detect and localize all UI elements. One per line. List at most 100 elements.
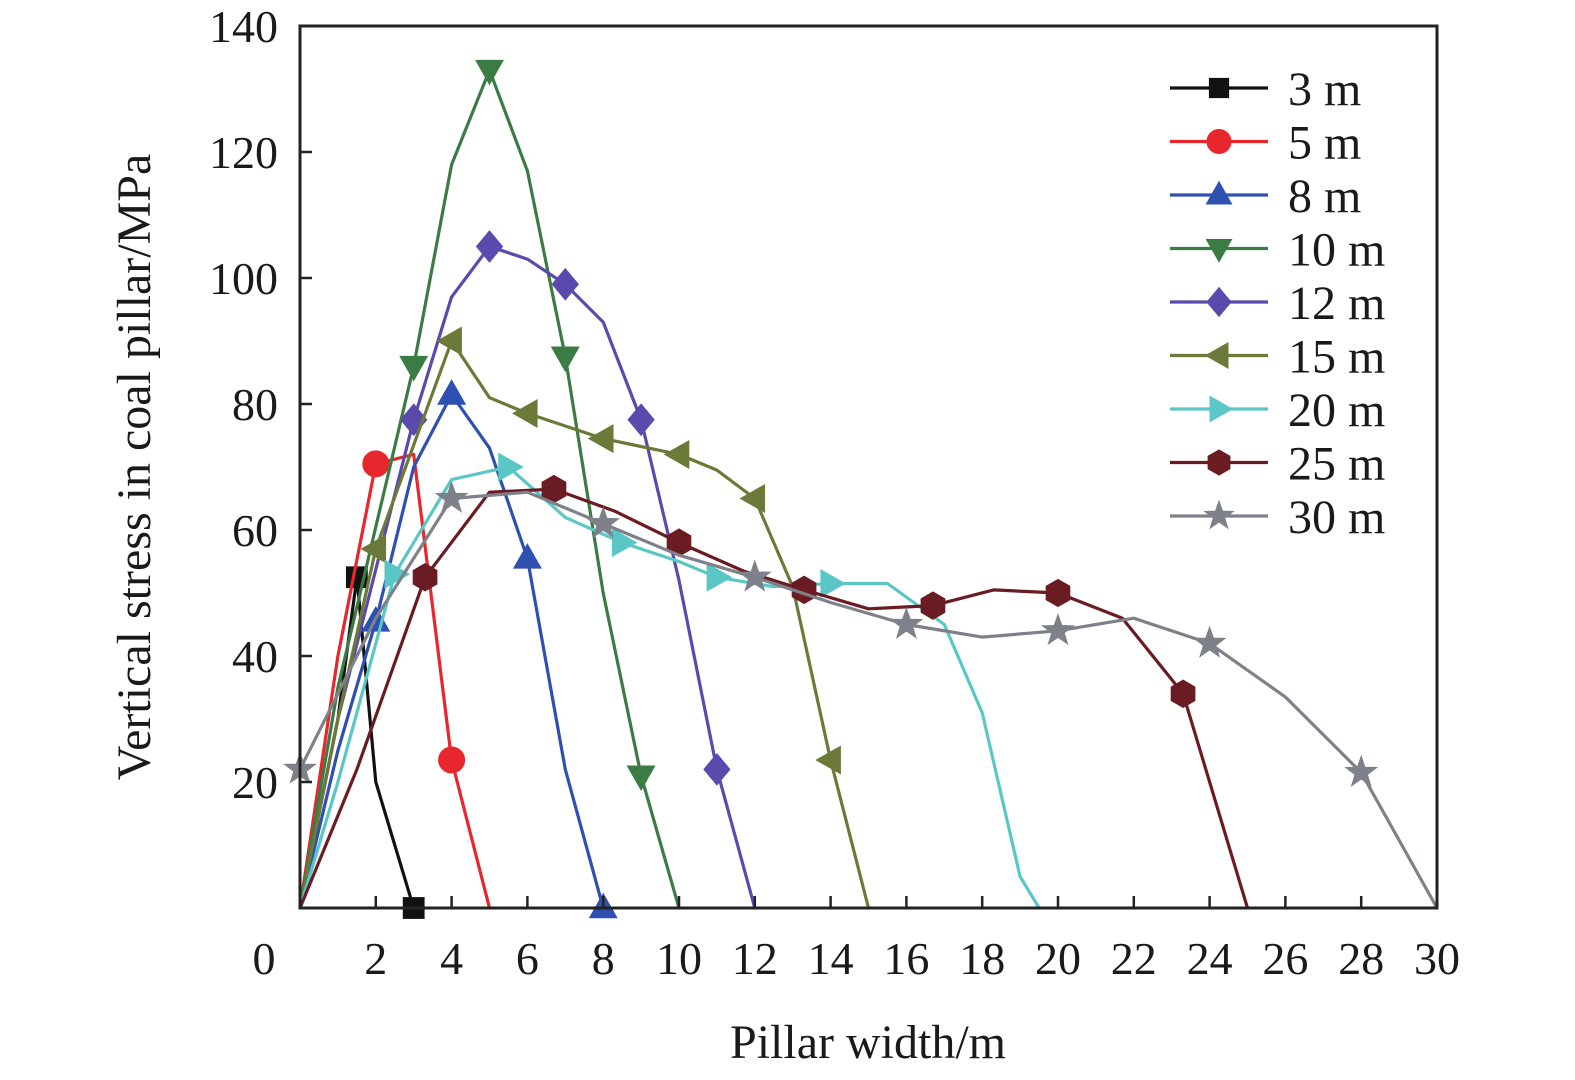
x-tick-label: 28 bbox=[1338, 933, 1384, 984]
data-point-marker bbox=[737, 559, 772, 592]
data-point-marker bbox=[815, 745, 841, 775]
series-line bbox=[298, 244, 757, 909]
x-tick-label: 22 bbox=[1111, 933, 1157, 984]
data-point-marker bbox=[412, 563, 438, 592]
legend-item: 5 m bbox=[1170, 117, 1361, 170]
legend-item: 30 m bbox=[1170, 491, 1385, 544]
data-point-marker bbox=[706, 562, 733, 592]
data-point-marker bbox=[703, 753, 731, 786]
data-point-marker bbox=[498, 452, 524, 482]
x-tick-label: 12 bbox=[732, 933, 778, 984]
data-point-marker bbox=[1206, 129, 1232, 154]
data-point-marker bbox=[820, 569, 846, 599]
legend-label: 8 m bbox=[1288, 170, 1361, 223]
legend-label: 10 m bbox=[1288, 224, 1385, 277]
legend-item: 3 m bbox=[1170, 63, 1361, 116]
data-point-marker bbox=[1344, 754, 1379, 787]
legend: 3 m5 m8 m10 m12 m15 m20 m25 m30 m bbox=[1170, 63, 1385, 544]
y-tick-label: 140 bbox=[209, 1, 278, 52]
legend-label: 12 m bbox=[1288, 277, 1385, 330]
series-layer bbox=[283, 59, 1439, 919]
x-tick-label: 30 bbox=[1414, 933, 1460, 984]
data-point-marker bbox=[1045, 578, 1071, 608]
data-point-marker bbox=[475, 59, 504, 86]
y-tick-label: 20 bbox=[232, 757, 278, 808]
series-20m bbox=[298, 452, 1041, 909]
legend-label: 25 m bbox=[1288, 438, 1385, 491]
x-tick-label: 18 bbox=[959, 933, 1005, 984]
x-tick-label: 10 bbox=[656, 933, 702, 984]
data-point-marker bbox=[1203, 499, 1235, 530]
data-point-marker bbox=[586, 505, 621, 539]
y-tick-label: 80 bbox=[232, 379, 278, 430]
legend-item: 10 m bbox=[1170, 224, 1385, 277]
legend-label: 5 m bbox=[1288, 117, 1361, 170]
x-tick-label: 24 bbox=[1187, 933, 1233, 984]
data-point-marker bbox=[1205, 180, 1233, 205]
y-tick-label: 40 bbox=[232, 631, 278, 682]
x-tick-label: 4 bbox=[440, 933, 463, 984]
legend-item: 25 m bbox=[1170, 438, 1385, 491]
data-point-marker bbox=[1208, 77, 1230, 99]
y-tick-label: 120 bbox=[209, 127, 278, 178]
ticks-layer bbox=[300, 150, 1363, 908]
data-point-marker bbox=[438, 746, 466, 774]
x-tick-label: 20 bbox=[1035, 933, 1081, 984]
data-point-marker bbox=[889, 606, 924, 639]
data-point-marker bbox=[399, 355, 429, 382]
data-point-marker bbox=[1170, 679, 1196, 708]
legend-label: 3 m bbox=[1288, 63, 1361, 116]
x-axis-title: Pillar width/m bbox=[730, 1016, 1006, 1069]
y-axis-title: Vertical stress in coal pillar/MPa bbox=[108, 154, 161, 781]
x-tick-label: 2 bbox=[364, 933, 387, 984]
plot-frame bbox=[298, 24, 1439, 910]
x-tick-label: 14 bbox=[808, 933, 854, 984]
data-point-marker bbox=[627, 403, 655, 437]
series-line bbox=[298, 68, 681, 909]
legend-item: 20 m bbox=[1170, 384, 1385, 437]
data-point-marker bbox=[626, 765, 656, 792]
series-10m bbox=[298, 59, 681, 909]
data-point-marker bbox=[475, 230, 504, 263]
data-point-marker bbox=[512, 398, 538, 428]
plot-area bbox=[283, 24, 1439, 919]
data-point-marker bbox=[436, 326, 462, 356]
data-point-marker bbox=[384, 559, 411, 589]
series-15m bbox=[298, 326, 871, 909]
data-point-marker bbox=[551, 267, 579, 301]
data-point-marker bbox=[1207, 449, 1231, 476]
legend-item: 8 m bbox=[1170, 170, 1361, 223]
data-point-marker bbox=[587, 424, 614, 454]
data-point-marker bbox=[434, 480, 469, 513]
data-point-marker bbox=[920, 591, 946, 620]
y-tick-label: 100 bbox=[209, 253, 278, 304]
series-line bbox=[298, 452, 492, 909]
data-point-marker bbox=[611, 528, 638, 558]
data-point-marker bbox=[437, 379, 467, 405]
legend-label: 15 m bbox=[1288, 331, 1385, 384]
y-tick-label: 60 bbox=[232, 505, 278, 556]
data-point-marker bbox=[1209, 395, 1234, 423]
legend-label: 30 m bbox=[1288, 491, 1385, 544]
series-30m bbox=[283, 480, 1439, 909]
data-point-marker bbox=[1192, 625, 1227, 658]
series-line bbox=[298, 465, 1041, 909]
series-12m bbox=[298, 230, 757, 909]
series-line bbox=[298, 487, 1250, 909]
legend-item: 15 m bbox=[1170, 331, 1385, 384]
data-point-marker bbox=[1205, 239, 1233, 263]
data-point-marker bbox=[360, 534, 387, 564]
data-point-marker bbox=[550, 346, 580, 373]
series-line bbox=[298, 490, 1439, 909]
legend-label: 20 m bbox=[1288, 384, 1385, 437]
data-point-marker bbox=[1041, 612, 1075, 646]
data-point-marker bbox=[739, 484, 765, 513]
data-point-marker bbox=[362, 450, 390, 478]
x-tick-label: 0 bbox=[253, 933, 276, 984]
data-point-marker bbox=[1206, 286, 1232, 318]
series-5m bbox=[298, 450, 492, 909]
series-25m bbox=[298, 474, 1250, 909]
data-point-marker bbox=[663, 439, 690, 469]
x-tick-label: 26 bbox=[1262, 933, 1308, 984]
